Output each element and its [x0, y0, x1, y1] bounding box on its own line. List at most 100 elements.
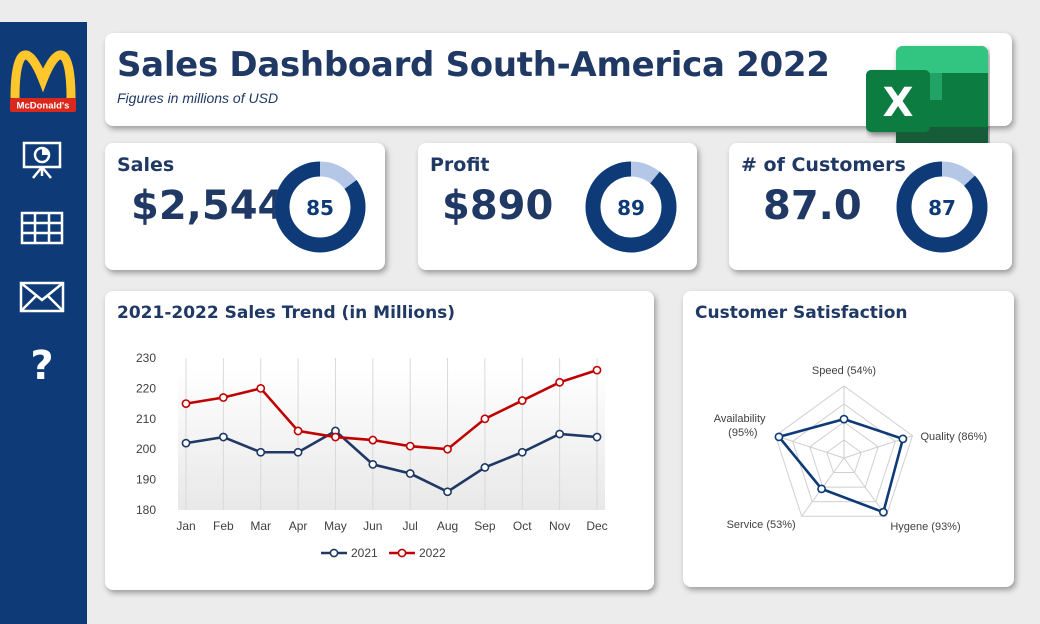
donut-value-arc	[585, 161, 677, 253]
data-point	[405, 469, 415, 478]
header-card: Sales Dashboard South-America 2022 Figur…	[105, 33, 1012, 126]
radar-point	[898, 434, 908, 444]
donut-value-arc	[896, 161, 988, 253]
kpi-label: # of Customers	[741, 154, 906, 176]
radar-point	[774, 432, 784, 442]
kpi-card-customers: # of Customers 87.0 87	[729, 143, 1012, 270]
legend-label: 2022	[419, 546, 446, 560]
x-tick-label: Oct	[513, 519, 532, 533]
kpi-donut: 89	[585, 161, 677, 253]
table-grid-icon[interactable]	[18, 206, 66, 250]
series-line-2021	[185, 429, 598, 494]
sales-trend-card: 2021-2022 Sales Trend (in Millions) Jan F…	[105, 291, 654, 590]
data-point	[517, 396, 527, 405]
y-tick-label: 200	[136, 442, 156, 456]
data-point	[592, 365, 602, 375]
help-icon[interactable]: ?	[18, 344, 66, 388]
sidebar: McDonald's ?	[0, 22, 87, 624]
chart-title: 2021-2022 Sales Trend (in Millions)	[117, 303, 456, 323]
radar-point	[817, 484, 826, 494]
kpi-card-sales: Sales $2,544 85	[105, 143, 385, 270]
data-point	[555, 377, 565, 387]
data-point	[555, 429, 565, 439]
y-tick-label: 180	[136, 503, 156, 517]
excel-letter: X	[883, 80, 914, 126]
help-glyph: ?	[30, 343, 54, 389]
x-tick-label: Feb	[213, 519, 234, 533]
page-title: Sales Dashboard South-America 2022	[117, 45, 830, 85]
x-tick-label: Mar	[250, 519, 271, 533]
radar-point	[878, 507, 888, 517]
series-line-2022	[185, 368, 598, 451]
radar-axis-label: Hygene (93%)	[890, 521, 960, 533]
presentation-chart-icon[interactable]	[18, 138, 66, 182]
data-point	[443, 444, 452, 454]
donut-label: 87	[928, 196, 956, 220]
data-point	[480, 463, 490, 472]
data-point	[368, 435, 378, 445]
data-point	[293, 426, 303, 436]
logo-text: McDonald's	[17, 101, 70, 112]
radar-spoke	[843, 457, 887, 517]
kpi-donut: 87	[896, 161, 988, 253]
radar-grid-ring	[809, 421, 879, 488]
mail-icon[interactable]	[18, 275, 66, 319]
kpi-value: 87.0	[763, 183, 862, 229]
page-subtitle: Figures in millions of USD	[117, 90, 279, 106]
kpi-label: Sales	[117, 154, 175, 176]
y-tick-label: 190	[136, 473, 156, 487]
data-point	[256, 384, 266, 393]
x-tick-label: Dec	[586, 519, 607, 533]
mcdonalds-logo: McDonald's	[10, 50, 76, 112]
x-tick-label: Jun	[363, 519, 382, 533]
data-point	[592, 432, 602, 442]
satisfaction-radar-chart: Speed (54%) Quality (86%) Hygene (93%) Serv…	[714, 365, 987, 533]
plot-area	[178, 368, 605, 510]
radar-axis-label: Speed (54%)	[812, 365, 876, 377]
legend-label: 2021	[351, 546, 378, 560]
data-point	[218, 432, 228, 442]
data-point	[293, 447, 303, 457]
x-tick-label: Aug	[437, 519, 458, 533]
data-point	[517, 447, 527, 457]
data-point	[480, 414, 490, 424]
radar-grid-ring	[792, 403, 896, 503]
data-point	[405, 441, 415, 451]
legend-marker	[329, 548, 339, 558]
x-tick-label: Apr	[289, 519, 308, 533]
x-tick-label: Nov	[549, 519, 570, 533]
kpi-label: Profit	[430, 154, 490, 176]
kpi-donut: 85	[274, 161, 366, 253]
satisfaction-card: Customer Satisfaction Speed (54%) Quality…	[683, 291, 1014, 587]
chart-title: Customer Satisfaction	[695, 303, 908, 323]
data-point	[256, 447, 266, 457]
x-tick-label: Jan	[176, 519, 195, 533]
radar-series	[776, 417, 905, 514]
y-tick-label: 230	[136, 351, 156, 365]
radar-grid-ring	[826, 439, 862, 474]
kpi-value: $890	[442, 183, 554, 229]
radar-axis-label: Quality (86%)	[920, 431, 987, 443]
radar-axis-label: Service (53%)	[727, 519, 796, 531]
donut-label: 89	[617, 196, 645, 220]
data-point	[181, 438, 191, 448]
x-tick-label: Jul	[403, 519, 418, 533]
excel-logo: X	[866, 46, 988, 154]
donut-value-arc	[274, 161, 366, 253]
radar-axis-label: Availability (95%)	[714, 413, 766, 439]
data-point	[368, 459, 378, 469]
data-point	[181, 399, 191, 408]
legend-marker	[397, 548, 407, 558]
data-point	[331, 432, 340, 442]
y-tick-label: 210	[136, 412, 156, 426]
donut-label: 85	[306, 196, 334, 220]
kpi-card-profit: Profit $890 89	[418, 143, 697, 270]
sales-trend-chart: Jan Feb Mar Apr May Jun Jul Aug Sep Oct Nov Dec 180 1…	[136, 351, 608, 560]
radar-grid-ring	[774, 385, 914, 517]
radar-point	[839, 414, 849, 424]
data-point	[443, 487, 452, 497]
data-point	[218, 393, 228, 402]
x-tick-label: Sep	[474, 519, 496, 533]
x-tick-label: May	[324, 519, 347, 533]
radar-spoke	[775, 435, 845, 459]
